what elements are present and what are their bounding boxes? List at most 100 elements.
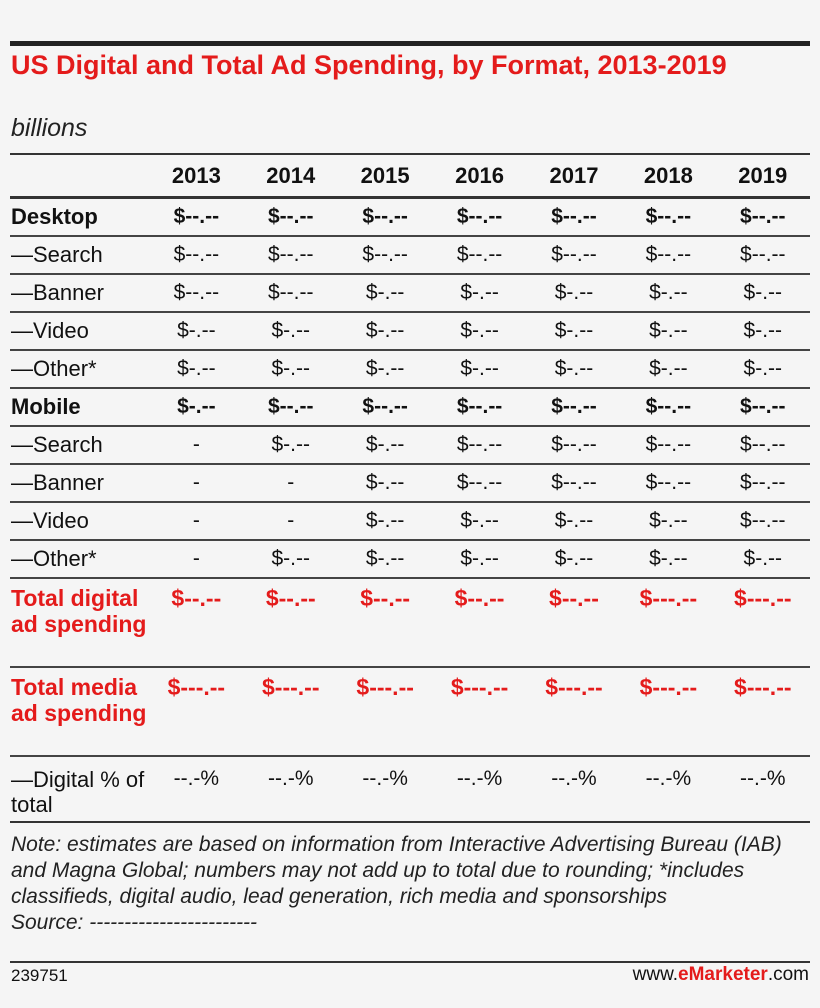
row-label: —Banner <box>11 280 104 305</box>
bottom-rule <box>10 961 810 963</box>
column-header: 2016 <box>455 162 505 188</box>
table-cell: $--.-- <box>454 585 505 611</box>
column-header: 2017 <box>549 162 599 188</box>
table-cell: $---.-- <box>545 674 603 700</box>
brand-logo: www.eMarketer.com <box>633 964 809 986</box>
table-cell: $-.-- <box>271 433 311 456</box>
row-label: —Search <box>11 432 103 457</box>
table-cell: - <box>192 433 200 456</box>
table-cell: $--.-- <box>362 395 408 418</box>
table-cell: $--.-- <box>456 395 503 418</box>
table-cell: $---.-- <box>167 674 226 700</box>
data-table: 2013 2014 2015 2016 2017 2018 2019 Desktop $--.… <box>10 153 810 823</box>
table-cell: $--.-- <box>551 433 597 456</box>
chart-id: 239751 <box>11 966 68 985</box>
table-cell: $--.-- <box>740 243 786 266</box>
table-cell: $-.-- <box>743 281 783 304</box>
table-cell: $--.-- <box>645 471 692 494</box>
table-cell: $-.-- <box>554 281 594 304</box>
table-cell: $--.-- <box>268 243 314 266</box>
table-cell: $--.-- <box>551 205 597 228</box>
table-cell: $-.-- <box>743 319 783 342</box>
table-cell: --.-% <box>645 767 692 790</box>
row-label: —Video <box>11 508 89 533</box>
table-cell: $---.-- <box>734 674 792 700</box>
brand-bold: eMarketer <box>678 964 768 985</box>
table-row: —Search - $-.-- $-.-- $--.-- $--.-- $--.-- $--.… <box>10 427 810 465</box>
chart-subtitle: billions <box>11 114 88 142</box>
table-cell: $--.-- <box>549 585 599 611</box>
row-label: Total digital ad spending <box>11 585 147 637</box>
top-rule <box>10 41 810 46</box>
table-row: Total digital ad spending $--.-- $--.-- $--… <box>10 579 810 668</box>
table-cell: --.-% <box>456 767 503 790</box>
table-row: —Video - - $-.-- $-.-- $-.-- $-.-- $--.-- <box>10 503 810 541</box>
table-cell: $--.-- <box>645 243 692 266</box>
note-text: Note: estimates are based on information… <box>11 833 782 908</box>
table-row: —Other* - $-.-- $-.-- $-.-- $-.-- $-.-- $-.-- <box>10 541 810 579</box>
table-cell: $---.-- <box>734 585 792 611</box>
table-cell: $-.-- <box>554 357 594 380</box>
table-cell: $--.-- <box>268 281 314 304</box>
table-cell: $--.-- <box>740 395 786 418</box>
column-header: 2014 <box>266 162 316 188</box>
table-cell: --.-% <box>362 767 408 790</box>
chart-title: US Digital and Total Ad Spending, by For… <box>11 50 727 80</box>
column-header: 2019 <box>738 162 788 188</box>
table-cell: $--.-- <box>456 433 503 456</box>
table-cell: $-.-- <box>271 319 311 342</box>
table-cell: - <box>287 509 295 532</box>
table-cell: $-.-- <box>554 319 594 342</box>
table-cell: $--.-- <box>740 205 786 228</box>
table-cell: $-.-- <box>365 471 405 494</box>
brand-suffix: .com <box>767 964 809 985</box>
table-cell: $--.-- <box>645 395 692 418</box>
table-row: Mobile $-.-- $--.-- $--.-- $--.-- $--.-- $--.-… <box>10 389 810 427</box>
table-cell: $-.-- <box>460 319 499 342</box>
table-cell: $-.-- <box>649 547 688 570</box>
table-cell: $-.-- <box>177 395 216 418</box>
table-cell: $---.-- <box>639 585 698 611</box>
table-cell: $--.-- <box>551 243 597 266</box>
table-cell: - <box>192 471 200 494</box>
table-cell: $-.-- <box>365 281 405 304</box>
table-cell: $-.-- <box>554 509 594 532</box>
table-cell: - <box>192 547 200 570</box>
table-cell: $-.-- <box>460 281 499 304</box>
column-header: 2018 <box>643 162 693 188</box>
table-cell: $--.-- <box>171 585 222 611</box>
row-label: —Other* <box>11 546 97 571</box>
table-cell: $--.-- <box>740 433 786 456</box>
table-row: —Banner $--.-- $--.-- $-.-- $-.-- $-.-- $-.-- $… <box>10 275 810 313</box>
table-cell: --.-% <box>173 767 220 790</box>
table-cell: $-.-- <box>460 547 499 570</box>
table-cell: $--.-- <box>268 395 314 418</box>
table-cell: $---.-- <box>639 674 698 700</box>
table-cell: $--.-- <box>362 205 408 228</box>
row-label: —Search <box>11 242 103 267</box>
table-cell: $-.-- <box>649 509 688 532</box>
table-cell: --.-% <box>551 767 597 790</box>
table-cell: $-.-- <box>649 357 688 380</box>
table-row: Desktop $--.-- $--.-- $--.-- $--.-- $--.-- $--… <box>10 199 810 237</box>
table-cell: $--.-- <box>645 205 692 228</box>
table-cell: $-.-- <box>177 319 216 342</box>
table-row: —Banner - - $-.-- $--.-- $--.-- $--.-- $--.-- <box>10 465 810 503</box>
column-header: 2013 <box>171 162 221 188</box>
table-cell: $--.-- <box>551 471 597 494</box>
table-cell: $--.-- <box>456 243 503 266</box>
table-cell: $--.-- <box>173 205 220 228</box>
table-cell: $--.-- <box>740 471 786 494</box>
row-label: —Banner <box>11 470 104 495</box>
brand-prefix: www. <box>632 964 679 985</box>
table-cell: --.-% <box>268 767 314 790</box>
table-cell: $-.-- <box>554 547 594 570</box>
header-row: 2013 2014 2015 2016 2017 2018 2019 <box>10 155 810 199</box>
table-cell: $--.-- <box>268 205 314 228</box>
column-header: 2015 <box>360 162 410 188</box>
source-text: Source: ------------------------ <box>11 911 258 934</box>
table-cell: $-.-- <box>177 357 216 380</box>
table-row: —Other* $-.-- $-.-- $-.-- $-.-- $-.-- $-.-- $-.… <box>10 351 810 389</box>
row-label: —Video <box>11 318 89 343</box>
table-cell: $--.-- <box>645 433 692 456</box>
